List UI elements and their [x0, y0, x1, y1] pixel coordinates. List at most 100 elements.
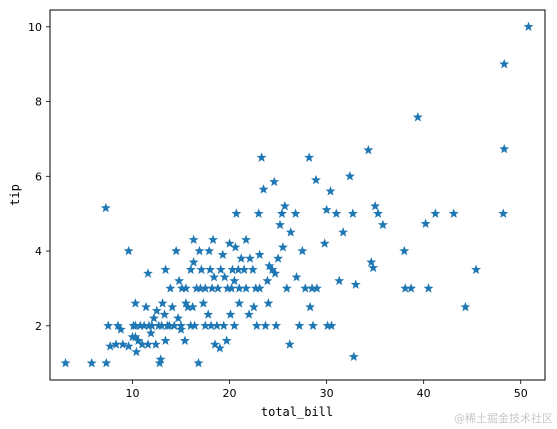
data-point — [347, 208, 358, 218]
data-point — [350, 279, 361, 289]
data-point — [234, 283, 245, 293]
data-point — [130, 331, 141, 342]
data-point — [130, 298, 141, 308]
data-point — [308, 320, 318, 331]
x-tick-label: 30 — [320, 387, 334, 400]
data-point — [267, 264, 278, 274]
data-point — [151, 305, 162, 316]
data-point — [294, 320, 305, 331]
data-point — [148, 313, 159, 323]
data-point — [319, 238, 330, 248]
data-point — [191, 283, 202, 293]
y-axis-ticks: 2 4 6 8 10 — [28, 21, 50, 333]
data-point — [322, 320, 333, 331]
data-point — [214, 343, 225, 353]
plot-area — [49, 9, 546, 381]
data-point — [297, 245, 308, 256]
data-point — [264, 260, 275, 271]
data-point — [160, 264, 171, 274]
data-point — [277, 208, 287, 218]
data-point — [225, 309, 236, 319]
data-point — [100, 202, 111, 213]
data-point — [247, 264, 258, 274]
data-point — [275, 219, 285, 230]
data-point — [284, 339, 295, 349]
data-point — [430, 208, 441, 218]
data-point — [231, 208, 242, 218]
data-point — [254, 283, 265, 293]
x-tick-label: 20 — [223, 387, 237, 400]
data-point — [143, 268, 153, 278]
data-point — [253, 208, 264, 218]
data-point — [241, 283, 251, 293]
y-tick-label: 4 — [35, 245, 42, 258]
data-point — [156, 320, 167, 331]
data-point — [399, 245, 410, 256]
data-point — [179, 335, 190, 345]
data-point — [139, 320, 150, 331]
data-point — [300, 283, 311, 293]
data-point — [373, 208, 383, 218]
data-point — [221, 335, 232, 345]
data-point — [270, 268, 281, 278]
data-point — [135, 320, 146, 331]
data-point — [209, 272, 219, 282]
data-point — [169, 320, 180, 331]
data-point — [254, 249, 265, 259]
data-point — [236, 253, 247, 263]
data-point — [311, 283, 322, 293]
data-point — [229, 275, 240, 286]
data-point — [363, 144, 374, 155]
data-point — [174, 275, 185, 286]
y-tick-label: 8 — [35, 96, 42, 109]
data-point — [188, 257, 199, 267]
data-point — [326, 320, 337, 331]
data-point — [143, 339, 153, 349]
data-point — [171, 245, 182, 256]
data-point — [167, 301, 178, 312]
data-point — [207, 283, 218, 293]
data-point — [400, 283, 411, 293]
data-point — [115, 324, 126, 334]
data-point — [233, 264, 244, 274]
data-point — [141, 301, 152, 312]
y-axis-label: tip — [8, 184, 22, 206]
data-point — [123, 341, 134, 351]
data-point — [130, 320, 141, 331]
data-point — [187, 301, 198, 312]
data-point — [165, 283, 176, 293]
data-point — [103, 320, 114, 331]
data-point — [157, 298, 168, 308]
data-point — [86, 357, 97, 368]
watermark: @稀土掘金技术社区 — [454, 411, 553, 425]
data-point — [256, 152, 267, 162]
data-point — [224, 238, 235, 248]
data-point — [212, 320, 222, 331]
data-point — [281, 283, 292, 293]
data-point — [244, 309, 254, 319]
data-point — [331, 208, 342, 218]
data-point — [344, 171, 355, 181]
data-point — [193, 357, 204, 368]
data-point — [321, 204, 332, 215]
data-point — [423, 283, 434, 293]
data-point — [241, 234, 251, 245]
y-tick-label: 10 — [28, 21, 42, 34]
data-point — [205, 264, 216, 274]
data-point — [206, 320, 217, 331]
data-point — [263, 298, 274, 308]
data-point — [230, 242, 241, 252]
data-point — [523, 21, 534, 32]
data-point — [262, 275, 273, 286]
data-point — [460, 301, 471, 312]
data-point — [325, 186, 336, 196]
data-point — [304, 152, 315, 162]
y-tick-label: 2 — [35, 320, 42, 333]
data-point — [200, 320, 211, 331]
data-point — [279, 201, 290, 211]
data-point — [182, 301, 193, 312]
data-point — [176, 324, 186, 334]
x-axis-ticks: 10 20 30 40 50 — [126, 380, 528, 400]
data-point — [499, 143, 510, 154]
x-axis-label: total_bill — [261, 405, 333, 419]
